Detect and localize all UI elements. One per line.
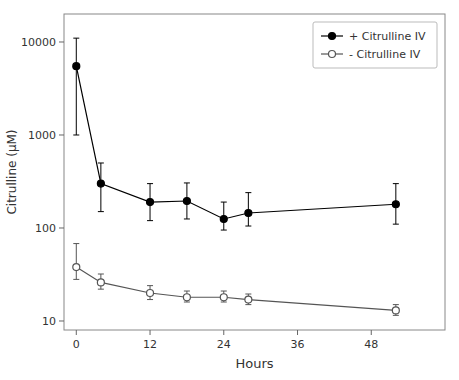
y-tick-label: 100 <box>35 222 56 235</box>
error-stem <box>76 244 77 280</box>
error-cap <box>221 302 227 303</box>
error-cap <box>245 304 251 305</box>
error-cap <box>221 230 227 231</box>
error-cap <box>393 315 399 316</box>
x-tick-label: 24 <box>217 338 231 351</box>
x-tick-label: 12 <box>143 338 157 351</box>
error-bar <box>147 286 153 300</box>
point <box>97 279 104 286</box>
point <box>147 289 154 296</box>
legend-marker <box>329 51 336 58</box>
error-bar <box>245 193 251 226</box>
series-line <box>76 66 396 219</box>
point <box>183 198 190 205</box>
x-tick-label: 48 <box>364 338 378 351</box>
error-cap <box>73 279 79 280</box>
y-tick <box>59 320 64 321</box>
legend-label: - Citrulline IV <box>349 48 421 61</box>
point <box>97 180 104 187</box>
error-cap <box>221 291 227 292</box>
error-cap <box>73 38 79 39</box>
legend: + Citrulline IV - Citrulline IV <box>313 22 437 68</box>
error-bar <box>73 244 79 280</box>
series <box>73 244 400 316</box>
error-cap <box>245 226 251 227</box>
error-cap <box>147 220 153 221</box>
error-cap <box>98 289 104 290</box>
point <box>245 296 252 303</box>
y-axis-label: Citrulline (μM) <box>5 129 19 214</box>
error-cap <box>184 291 190 292</box>
error-cap <box>184 218 190 219</box>
point <box>220 215 227 222</box>
x-tick <box>150 330 151 335</box>
point <box>392 307 399 314</box>
error-cap <box>184 302 190 303</box>
x-tick <box>223 330 224 335</box>
axes: 0 12 24 36 48 10 100 1000 10000 <box>21 36 378 351</box>
error-bar <box>147 184 153 221</box>
error-cap <box>147 299 153 300</box>
error-bar <box>184 183 190 219</box>
x-tick-label: 0 <box>73 338 80 351</box>
error-stem <box>76 38 77 135</box>
error-cap <box>147 285 153 286</box>
point <box>147 199 154 206</box>
error-bar <box>245 294 251 305</box>
error-bar <box>98 163 104 212</box>
x-axis-label: Hours <box>235 356 273 371</box>
legend-marker <box>329 33 336 40</box>
error-bar <box>98 274 104 289</box>
error-cap <box>393 224 399 225</box>
y-tick-label: 10000 <box>21 36 56 49</box>
y-tick-label: 1000 <box>28 129 56 142</box>
error-bar <box>184 291 190 302</box>
error-cap <box>245 294 251 295</box>
x-tick <box>297 330 298 335</box>
error-cap <box>98 211 104 212</box>
error-bar <box>393 184 399 225</box>
point <box>183 294 190 301</box>
y-tick <box>59 227 64 228</box>
error-bar <box>73 38 79 135</box>
error-bar <box>221 202 227 230</box>
y-tick <box>59 41 64 42</box>
y-tick <box>59 134 64 135</box>
point <box>73 63 80 70</box>
legend-label: + Citrulline IV <box>349 30 426 43</box>
error-cap <box>184 182 190 183</box>
error-cap <box>147 183 153 184</box>
point <box>220 294 227 301</box>
series-line <box>76 267 396 310</box>
legend-box <box>313 22 437 68</box>
point <box>392 201 399 208</box>
y-tick-label: 10 <box>42 315 56 328</box>
error-cap <box>73 243 79 244</box>
x-tick-label: 36 <box>291 338 305 351</box>
chart: 0 12 24 36 48 10 100 1000 10000 Hours Citrulline (… <box>0 0 459 380</box>
error-cap <box>73 134 79 135</box>
data <box>73 38 400 315</box>
plot-frame <box>64 14 445 330</box>
x-tick <box>76 330 77 335</box>
error-cap <box>245 192 251 193</box>
x-tick <box>371 330 372 335</box>
page: {"chart_data": { "type": "line", "xlabel… <box>0 0 459 380</box>
error-cap <box>221 202 227 203</box>
error-cap <box>98 162 104 163</box>
point <box>73 264 80 271</box>
error-cap <box>98 274 104 275</box>
error-cap <box>393 304 399 305</box>
point <box>245 209 252 216</box>
error-bar <box>221 291 227 302</box>
error-bar <box>393 305 399 316</box>
error-cap <box>393 183 399 184</box>
